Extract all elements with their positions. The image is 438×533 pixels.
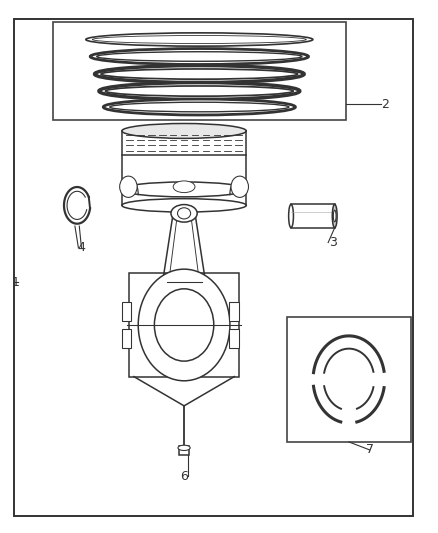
Ellipse shape xyxy=(120,176,137,197)
Ellipse shape xyxy=(333,210,336,222)
Text: 3: 3 xyxy=(328,236,336,249)
Text: 2: 2 xyxy=(381,98,389,111)
Ellipse shape xyxy=(178,445,190,450)
Ellipse shape xyxy=(99,83,300,100)
Bar xyxy=(130,273,239,377)
Text: 6: 6 xyxy=(180,470,188,483)
Bar xyxy=(122,329,131,348)
Ellipse shape xyxy=(171,205,197,222)
Ellipse shape xyxy=(122,182,246,197)
Ellipse shape xyxy=(90,49,308,64)
Ellipse shape xyxy=(154,289,214,361)
Ellipse shape xyxy=(122,124,246,139)
Ellipse shape xyxy=(86,33,313,46)
Ellipse shape xyxy=(138,269,230,381)
Text: 4: 4 xyxy=(78,241,85,254)
Bar xyxy=(229,329,239,348)
Bar xyxy=(229,302,239,321)
Text: 7: 7 xyxy=(366,443,374,456)
Bar xyxy=(287,317,411,442)
Ellipse shape xyxy=(122,199,246,212)
Ellipse shape xyxy=(332,204,337,228)
Text: 1: 1 xyxy=(12,276,20,289)
Ellipse shape xyxy=(103,99,295,115)
Ellipse shape xyxy=(95,66,304,83)
Ellipse shape xyxy=(289,204,293,228)
Bar xyxy=(122,302,131,321)
Ellipse shape xyxy=(177,208,191,219)
Bar xyxy=(179,446,189,455)
Bar xyxy=(53,22,346,120)
Text: 5: 5 xyxy=(154,313,162,326)
Ellipse shape xyxy=(173,181,195,192)
Ellipse shape xyxy=(231,176,248,197)
